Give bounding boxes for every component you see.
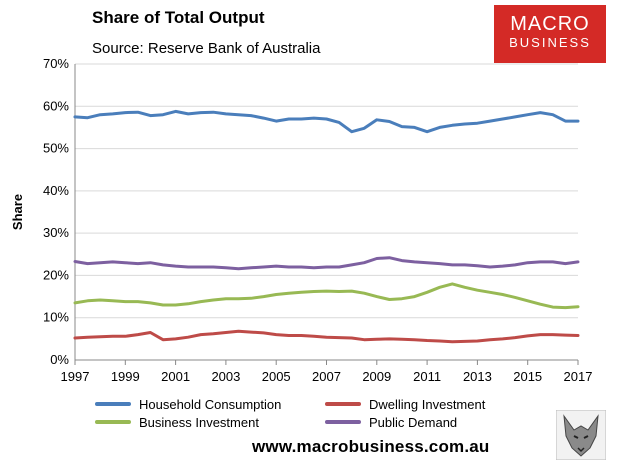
y-tick-labels: 0% 10% 20% 30% 40% 50% 60% 70% [43,56,69,367]
y-tick-label: 30% [43,225,69,240]
legend-public: Public Demand [325,413,457,431]
x-tick-label: 1999 [111,369,140,384]
website-url: www.macrobusiness.com.au [252,437,490,456]
legend-swatch-dwelling [325,402,361,406]
x-tick-label: 2003 [211,369,240,384]
chart-source: Source: Reserve Bank of Australia [92,40,321,57]
legend-swatch-public [325,420,361,424]
legend-business: Business Investment [95,413,259,431]
legend: Household Consumption Dwelling Investmen… [95,395,515,435]
x-tick-label: 2011 [413,369,441,384]
y-tick-label: 10% [43,310,69,325]
y-tick-label: 70% [43,56,69,71]
legend-label-business: Business Investment [139,414,259,430]
logo-line-2: BUSINESS [509,35,591,50]
y-tick-label: 50% [43,141,69,156]
wolf-logo-icon [556,410,606,460]
y-tick-label: 40% [43,183,69,198]
legend-label-dwelling: Dwelling Investment [369,396,486,412]
series-line-household [73,109,580,134]
x-tick-label: 1997 [61,369,90,384]
y-tick-label: 0% [50,352,69,367]
x-tick-label: 2013 [463,369,492,384]
chart-title: Share of Total Output [92,8,265,27]
y-tick-label: 60% [43,98,69,113]
x-tick-label: 2015 [513,369,542,384]
series-line-public [73,256,580,271]
y-tick-label: 20% [43,267,69,282]
legend-label-public: Public Demand [369,414,458,430]
x-tick-label: 2001 [161,369,190,384]
series-line-dwelling [73,329,580,344]
macrobusiness-logo: MACRO BUSINESS [494,5,606,63]
y-axis-label: Share [10,194,25,230]
x-tick-label: 2007 [312,369,341,384]
legend-household: Household Consumption [95,395,281,413]
series-lines [73,109,580,344]
x-tick-label: 2017 [564,369,593,384]
x-tick-labels: 1997 1999 2001 2003 2005 2007 2009 2011 2013 2015… [61,360,593,384]
grid-lines [74,63,578,361]
legend-swatch-business [95,420,131,424]
series-line-business [73,282,580,310]
x-tick-label: 2005 [262,369,291,384]
legend-label-household: Household Consumption [139,396,282,412]
legend-swatch-household [95,402,131,406]
legend-dwelling: Dwelling Investment [325,395,485,413]
x-tick-label: 2009 [362,369,391,384]
logo-line-1: MACRO [510,13,590,35]
